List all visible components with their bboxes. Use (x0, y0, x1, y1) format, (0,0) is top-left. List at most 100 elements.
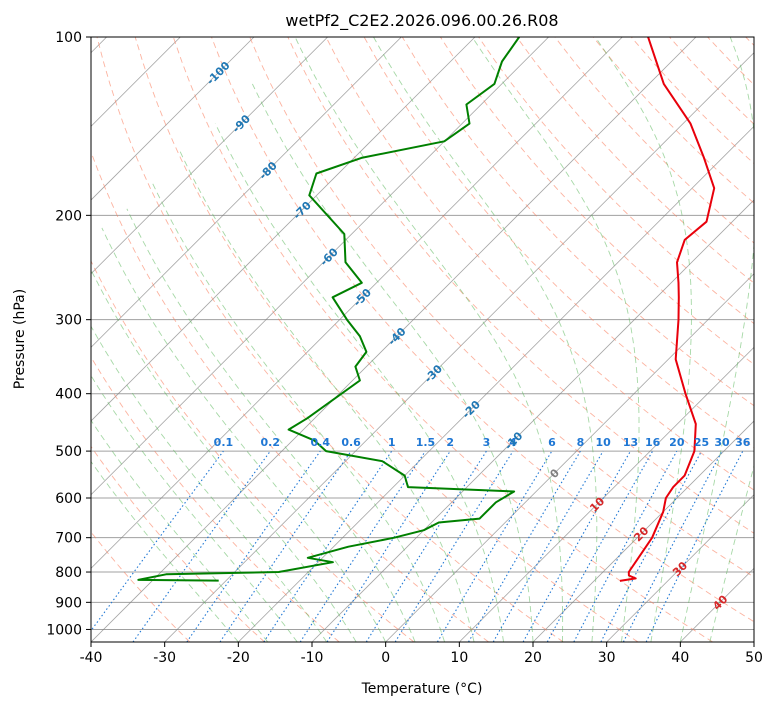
moist-adiabat (91, 419, 269, 642)
isotherm-line (91, 37, 549, 496)
mixing-ratio-label: 13 (623, 436, 638, 449)
y-tick-label: 400 (55, 387, 82, 403)
isotherm-line (532, 420, 754, 642)
moist-adiabat (91, 460, 239, 642)
mixing-ratio-label: 1 (388, 436, 396, 449)
isotherm-line (91, 37, 328, 275)
y-tick-label: 300 (55, 313, 82, 329)
moist-adiabat (594, 37, 692, 642)
isotherm-label: -100 (204, 59, 233, 88)
moist-adiabat (471, 37, 640, 642)
moist-adiabat (91, 374, 298, 642)
isotherm-label: -60 (318, 245, 341, 268)
y-axis-title: Pressure (hPa) (12, 289, 28, 389)
x-tick-label: -10 (301, 650, 324, 666)
isotherm-line (238, 125, 754, 642)
dry-adiabat (707, 37, 754, 86)
mixing-ratio-label: 0.1 (214, 436, 234, 449)
y-tick-label: 200 (55, 208, 82, 224)
mixing-ratio-line (326, 450, 451, 642)
dry-adiabat (669, 37, 754, 125)
moist-adiabat (214, 123, 504, 642)
dry-adiabat (91, 150, 489, 642)
dry-adiabat (554, 37, 754, 244)
moist-adiabat (126, 208, 416, 642)
isotherm-label: 0 (547, 466, 562, 481)
dry-adiabat (91, 259, 415, 642)
y-tick-label: 500 (55, 444, 82, 460)
dry-adiabat (96, 37, 564, 642)
dry-adiabat (287, 37, 754, 534)
dry-adiabat (91, 445, 265, 642)
mixing-ratio-label: 16 (645, 436, 661, 449)
mixing-ratio-line (186, 450, 321, 642)
line-labels: 0.1 0.2 0.4 0.6 1 1.5 2 3 4 6 8 10 13 16 20 25 30 36-100-… (204, 59, 751, 613)
mixing-ratio-line (546, 450, 654, 642)
isotherm-line (91, 37, 255, 201)
x-tick-label: 30 (598, 650, 616, 666)
moist-adiabat (91, 268, 357, 642)
moist-adiabat (151, 180, 446, 642)
mixing-ratio-line (91, 450, 224, 632)
isotherm-line (164, 52, 754, 642)
mixing-ratio-label: 20 (669, 436, 685, 449)
dewpoint-trace (137, 37, 521, 582)
isotherm-line (680, 567, 754, 642)
x-tick-label: 0 (381, 650, 390, 666)
dry-adiabat (745, 37, 754, 47)
moist-adiabat (91, 325, 328, 642)
mixing-ratio-line (600, 450, 702, 642)
isotherm-line (753, 641, 754, 642)
dry-adiabat (516, 37, 754, 284)
isotherm-line (91, 37, 697, 642)
x-tick-label: -40 (80, 650, 103, 666)
mixing-ratio-label: 0.6 (341, 436, 361, 449)
isotherm-label: -50 (351, 286, 374, 309)
mixing-ratio-label: 1.5 (416, 436, 436, 449)
mixing-ratio-line (522, 450, 631, 642)
isotherm-label: -70 (291, 199, 314, 222)
moist-adiabat (679, 37, 754, 642)
mixing-ratio-line (219, 450, 352, 642)
dry-adiabat (478, 37, 754, 325)
isotherm-label: -80 (257, 159, 280, 182)
x-axis: -40 -30 -20 -10 0 10 20 30 40 50 (80, 642, 763, 666)
mixing-ratio-label: 6 (548, 436, 556, 449)
mixing-ratio-line (645, 450, 744, 642)
y-tick-label: 900 (55, 595, 82, 611)
dry-adiabat (592, 37, 754, 204)
dry-adiabat (134, 37, 639, 642)
temperature-trace (619, 37, 716, 582)
isotherm-line (606, 494, 754, 642)
x-tick-label: -30 (153, 650, 176, 666)
y-tick-label: 600 (55, 491, 82, 507)
moist-adiabat (373, 37, 598, 642)
isotherm-line (91, 37, 476, 422)
isotherm-label: -90 (230, 112, 253, 135)
chart-title: wetPf2_C2E2.2026.096.00.26.R08 (285, 11, 558, 31)
mixing-ratio-line (365, 450, 487, 642)
mixing-ratio-line (299, 450, 426, 642)
isotherm-line (91, 37, 402, 348)
dry-adiabat (325, 37, 754, 491)
x-tick-label: 20 (524, 650, 542, 666)
dry-adiabat (211, 37, 754, 623)
mixing-ratio-line (573, 450, 678, 642)
moist-adiabat (709, 464, 754, 642)
mixing-ratio-line (263, 450, 393, 642)
mixing-ratio-line (468, 450, 581, 642)
moist-adiabat (251, 83, 534, 642)
x-axis-title: Temperature (°C) (361, 681, 483, 697)
isotherm-label: 30 (670, 559, 690, 579)
x-tick-label: 40 (671, 650, 689, 666)
dry-adiabat (363, 37, 754, 449)
dry-adiabat (91, 356, 340, 642)
moist-adiabat (178, 149, 475, 642)
isotherm-line (385, 273, 754, 642)
y-tick-label: 1000 (46, 622, 82, 638)
x-tick-label: 10 (450, 650, 468, 666)
mixing-ratio-line (132, 450, 271, 642)
mixing-ratio-label: 25 (694, 436, 709, 449)
sounding-traces (137, 37, 716, 582)
